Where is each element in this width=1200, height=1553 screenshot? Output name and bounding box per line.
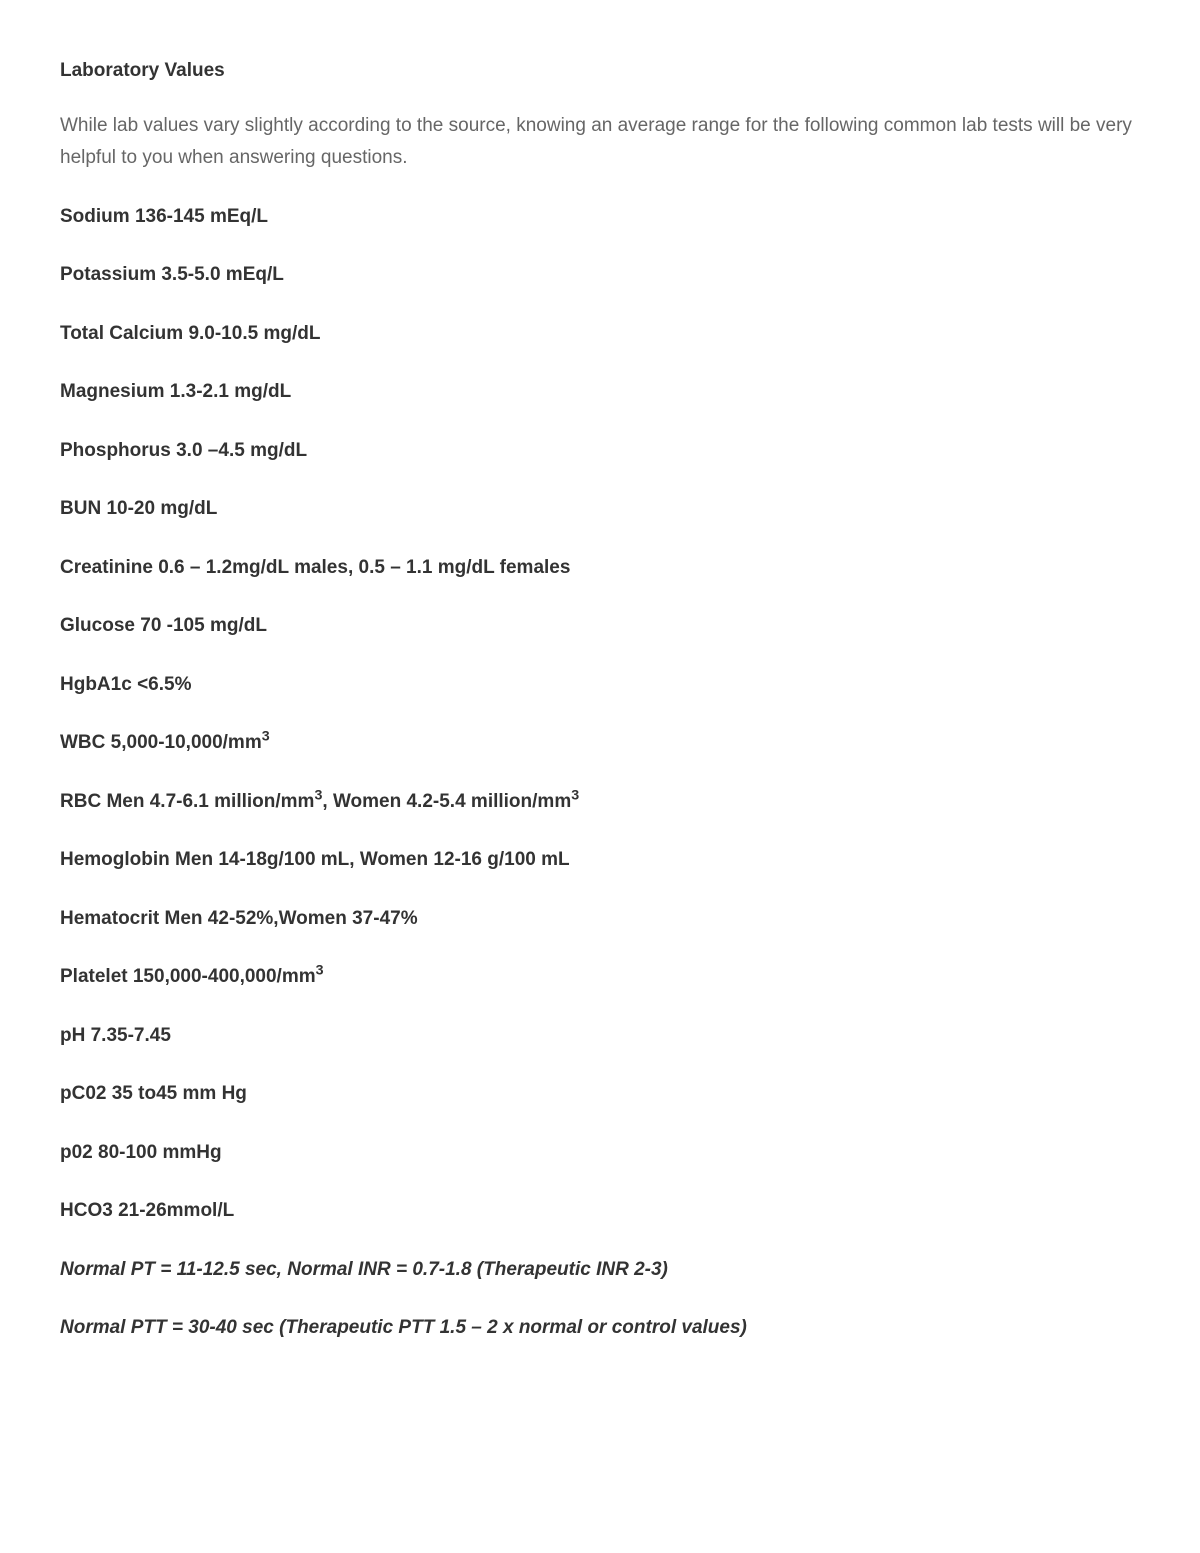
lab-value-entry: Normal PTT = 30-40 sec (Therapeutic PTT … xyxy=(60,1314,1140,1343)
lab-value-entry: Magnesium 1.3-2.1 mg/dL xyxy=(60,378,1140,407)
lab-value-entry: RBC Men 4.7-6.1 million/mm3, Women 4.2-5… xyxy=(60,788,1140,817)
lab-value-entry: Hematocrit Men 42-52%,Women 37-47% xyxy=(60,905,1140,934)
lab-value-entry: Platelet 150,000-400,000/mm3 xyxy=(60,963,1140,992)
lab-value-entry: pH 7.35-7.45 xyxy=(60,1022,1140,1051)
lab-value-entry: Creatinine 0.6 – 1.2mg/dL males, 0.5 – 1… xyxy=(60,554,1140,583)
lab-value-entry: BUN 10-20 mg/dL xyxy=(60,495,1140,524)
lab-value-entry: Sodium 136-145 mEq/L xyxy=(60,203,1140,232)
intro-paragraph: While lab values vary slightly according… xyxy=(60,110,1140,175)
lab-value-entry: Normal PT = 11-12.5 sec, Normal INR = 0.… xyxy=(60,1256,1140,1285)
lab-value-entry: WBC 5,000-10,000/mm3 xyxy=(60,729,1140,758)
lab-value-entry: Hemoglobin Men 14-18g/100 mL, Women 12-1… xyxy=(60,846,1140,875)
lab-value-entry: Total Calcium 9.0-10.5 mg/dL xyxy=(60,320,1140,349)
section-title: Laboratory Values xyxy=(60,60,1140,82)
lab-value-entry: Glucose 70 -105 mg/dL xyxy=(60,612,1140,641)
document-page: Laboratory Values While lab values vary … xyxy=(0,0,1200,1433)
lab-value-entry: pC02 35 to45 mm Hg xyxy=(60,1080,1140,1109)
lab-value-entry: HgbA1c <6.5% xyxy=(60,671,1140,700)
lab-values-list: Sodium 136-145 mEq/L Potassium 3.5-5.0 mE… xyxy=(60,203,1140,1343)
lab-value-entry: HCO3 21-26mmol/L xyxy=(60,1197,1140,1226)
lab-value-entry: Phosphorus 3.0 –4.5 mg/dL xyxy=(60,437,1140,466)
lab-value-entry: Potassium 3.5-5.0 mEq/L xyxy=(60,261,1140,290)
lab-value-entry: p02 80-100 mmHg xyxy=(60,1139,1140,1168)
